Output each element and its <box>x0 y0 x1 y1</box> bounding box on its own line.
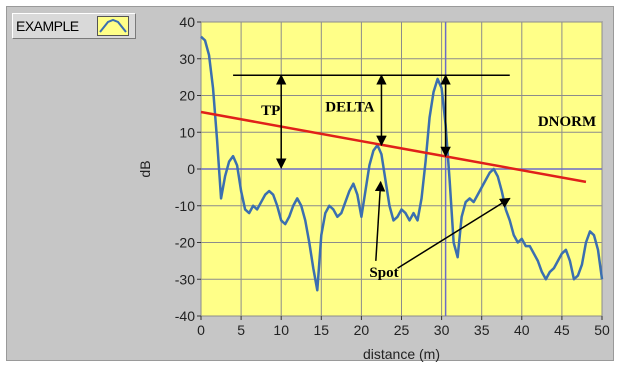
y-tick-label: -40 <box>175 308 195 324</box>
x-axis: 0 5 10 15 20 25 30 35 40 45 50 <box>197 316 610 338</box>
x-tick-label: 40 <box>514 322 530 338</box>
y-tick-label: 40 <box>179 14 195 30</box>
y-tick-label: -30 <box>175 271 195 287</box>
x-tick-label: 0 <box>197 322 205 338</box>
y-axis: -40 -30 -20 -10 0 10 20 30 40 <box>175 14 201 324</box>
series-line-main <box>200 35 604 292</box>
x-tick-label: 15 <box>314 322 330 338</box>
y-tick-label: 30 <box>179 51 195 67</box>
series-layer <box>200 35 604 292</box>
x-axis-label: distance (m) <box>363 346 440 362</box>
spot-arrow-1 <box>374 180 386 261</box>
y-tick-label: -10 <box>175 198 195 214</box>
annotation-label: TP <box>261 103 280 119</box>
x-tick-label: 5 <box>237 322 245 338</box>
y-tick-label: 0 <box>187 161 195 177</box>
y-tick-label: 20 <box>179 88 195 104</box>
legend-label: EXAMPLE <box>16 18 79 34</box>
y-tick-label: -20 <box>175 235 195 251</box>
x-tick-label: 30 <box>434 322 450 338</box>
markers <box>233 74 511 269</box>
x-tick-label: 50 <box>594 322 610 338</box>
x-tick-label: 10 <box>273 322 289 338</box>
legend[interactable]: EXAMPLE <box>12 13 136 39</box>
trend-line <box>200 110 587 184</box>
x-tick-label: 20 <box>354 322 370 338</box>
spot-arrow-2 <box>397 197 511 269</box>
annotation-label: DELTA <box>325 100 374 116</box>
x-tick-label: 45 <box>554 322 570 338</box>
annotation-label: Spot <box>369 265 398 281</box>
y-tick-label: 10 <box>179 124 195 140</box>
annotations: TP DELTA DNORM Spot <box>261 100 596 281</box>
legend-swatch-icon[interactable] <box>97 16 129 36</box>
y-axis-label: dB <box>137 160 153 177</box>
x-tick-label: 25 <box>394 322 410 338</box>
annotation-label: DNORM <box>538 114 596 130</box>
x-tick-label: 35 <box>474 322 490 338</box>
